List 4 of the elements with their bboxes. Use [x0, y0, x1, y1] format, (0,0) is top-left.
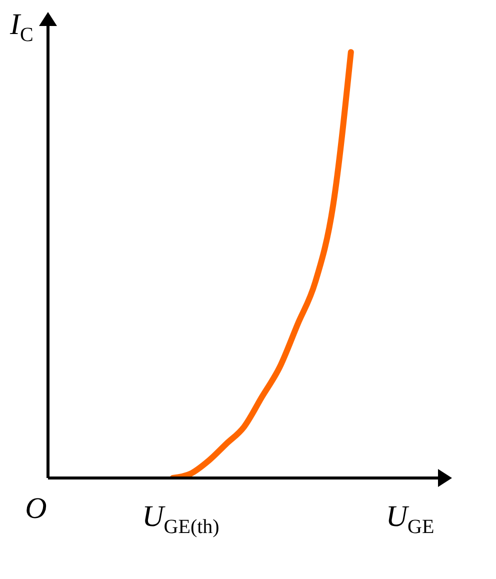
text: U$_{GE(th)}$	[142, 500, 220, 538]
x-axis-title: U$_{GE}$	[386, 500, 434, 538]
y-axis-title: I$_{C}$	[10, 8, 34, 46]
text: O	[25, 492, 47, 525]
